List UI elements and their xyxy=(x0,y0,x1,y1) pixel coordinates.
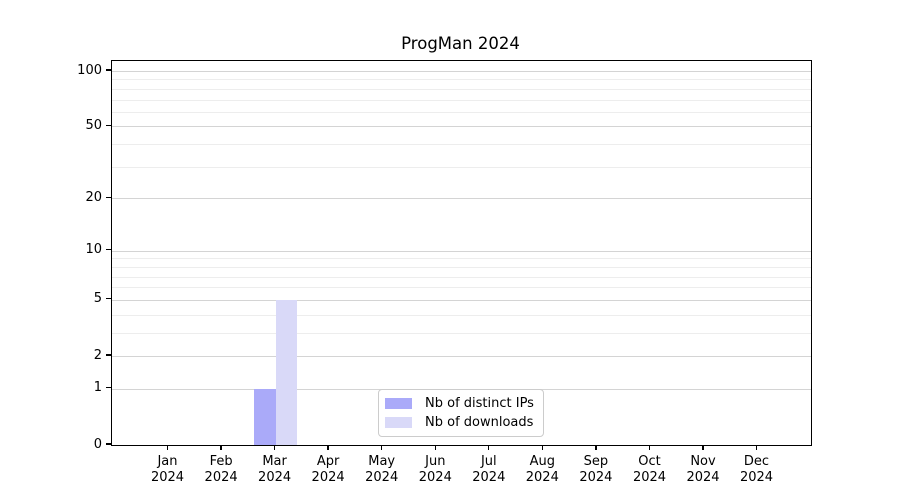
chart-title: ProgMan 2024 xyxy=(401,34,520,53)
gridline-minor-8 xyxy=(112,266,811,268)
x-tick-label-may-2024: May 2024 xyxy=(365,454,399,485)
y-tick-mark-1 xyxy=(106,387,111,389)
x-tick-label-jul-2024: Jul 2024 xyxy=(472,454,506,485)
x-tick-label-mar-2024: Mar 2024 xyxy=(258,454,292,485)
y-tick-label-50: 50 xyxy=(85,117,102,133)
gridline-minor-9 xyxy=(112,258,811,260)
legend-swatch-downloads-icon xyxy=(385,417,412,428)
y-tick-mark-0 xyxy=(106,443,111,445)
y-tick-label-5: 5 xyxy=(93,291,102,307)
gridline-major-2 xyxy=(112,356,811,357)
x-tick-mark-mar-2024 xyxy=(273,445,276,450)
x-tick-mark-apr-2024 xyxy=(327,445,329,450)
x-tick-label-feb-2024: Feb 2024 xyxy=(204,454,238,485)
y-tick-mark-10 xyxy=(106,249,111,251)
gridline-minor-40 xyxy=(112,144,811,146)
y-tick-mark-20 xyxy=(106,196,111,198)
legend-label-distinct-ips: Nb of distinct IPs xyxy=(425,395,534,411)
x-tick-mark-oct-2024 xyxy=(648,445,651,450)
x-tick-label-dec-2024: Dec 2024 xyxy=(739,454,774,485)
legend-item-distinct-ips: Nb of distinct IPs xyxy=(385,394,535,413)
x-tick-label-sep-2024: Sep 2024 xyxy=(579,454,613,485)
x-tick-mark-feb-2024 xyxy=(220,445,222,450)
gridline-major-10 xyxy=(112,250,811,252)
y-tick-label-100: 100 xyxy=(77,62,102,78)
gridline-major-20 xyxy=(112,198,811,200)
x-tick-mark-jul-2024 xyxy=(488,445,490,450)
y-tick-mark-50 xyxy=(106,124,111,127)
y-tick-mark-100 xyxy=(106,69,111,71)
y-tick-label-20: 20 xyxy=(85,189,102,205)
x-tick-mark-jun-2024 xyxy=(434,445,436,450)
x-tick-label-apr-2024: Apr 2024 xyxy=(311,454,345,485)
legend-label-downloads: Nb of downloads xyxy=(425,414,534,430)
gridline-minor-90 xyxy=(112,79,811,81)
plot-area xyxy=(111,60,812,446)
bar-nb-of-downloads-mar-2024 xyxy=(275,299,298,445)
x-tick-mark-dec-2024 xyxy=(755,445,758,450)
x-tick-label-aug-2024: Aug 2024 xyxy=(525,454,559,485)
y-tick-label-10: 10 xyxy=(85,242,102,258)
gridline-major-5 xyxy=(112,299,811,301)
gridline-minor-30 xyxy=(112,166,811,168)
y-tick-label-1: 1 xyxy=(93,380,102,396)
legend-swatch-distinct-ips-icon xyxy=(385,398,412,409)
x-tick-label-jan-2024: Jan 2024 xyxy=(150,454,185,485)
legend-item-downloads: Nb of downloads xyxy=(385,413,535,432)
gridline-minor-6 xyxy=(112,287,811,289)
x-tick-mark-may-2024 xyxy=(381,445,383,450)
x-tick-mark-nov-2024 xyxy=(702,445,704,450)
gridline-major-50 xyxy=(112,126,811,128)
gridline-minor-60 xyxy=(112,111,811,113)
y-tick-mark-2 xyxy=(106,354,111,356)
y-tick-label-0: 0 xyxy=(93,436,102,452)
x-tick-label-jun-2024: Jun 2024 xyxy=(418,454,452,485)
gridline-minor-70 xyxy=(112,99,811,101)
x-tick-label-oct-2024: Oct 2024 xyxy=(632,454,667,485)
gridline-minor-80 xyxy=(112,88,811,90)
y-tick-label-2: 2 xyxy=(93,347,102,363)
gridline-minor-4 xyxy=(112,314,811,316)
gridline-minor-7 xyxy=(112,276,811,278)
x-tick-label-nov-2024: Nov 2024 xyxy=(686,454,720,485)
bar-nb-of-distinct-ips-mar-2024 xyxy=(254,388,276,445)
x-tick-mark-jan-2024 xyxy=(166,445,169,450)
legend: Nb of distinct IPs Nb of downloads xyxy=(378,389,544,437)
x-tick-mark-aug-2024 xyxy=(541,445,543,450)
y-tick-mark-5 xyxy=(106,298,111,300)
gridline-minor-3 xyxy=(112,332,811,334)
gridline-major-100 xyxy=(112,71,811,72)
x-tick-mark-sep-2024 xyxy=(595,445,597,450)
